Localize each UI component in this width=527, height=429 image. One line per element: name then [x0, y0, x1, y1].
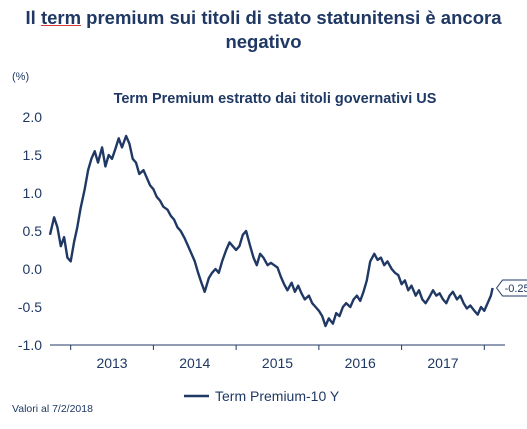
legend-label: Term Premium-10 Y	[215, 388, 340, 404]
y-axis-label: (%)	[12, 71, 29, 83]
headline-line-1: Il term premium sui titoli di stato stat…	[0, 6, 527, 30]
headline-underlined-word: term	[40, 7, 82, 28]
y-tick-label: -1.0	[18, 337, 42, 353]
footnote: Valori al 7/2/2018	[12, 403, 93, 415]
x-tick-label: 2014	[179, 355, 210, 371]
headline-line-2: negativo	[225, 31, 302, 52]
chart-title: Term Premium estratto dai titoli governa…	[114, 91, 437, 107]
y-tick-label: 2.0	[23, 109, 43, 125]
y-tick-label: 1.0	[23, 185, 43, 201]
y-tick-label: 1.5	[23, 147, 43, 163]
page-headline: Il term premium sui titoli di stato stat…	[0, 6, 527, 54]
y-tick-label: 0.5	[23, 223, 43, 239]
headline-text-before: Il	[25, 7, 41, 28]
series-line-term-premium	[48, 134, 494, 328]
legend: Term Premium-10 Y	[184, 388, 340, 404]
x-tick-label: 2013	[96, 355, 127, 371]
y-axis: 2.0 1.5 1.0 0.5 0.0 -0.5 -1.0	[18, 109, 42, 353]
x-tick-label: 2016	[345, 355, 376, 371]
y-tick-label: -0.5	[18, 299, 42, 315]
y-tick-label: 0.0	[23, 261, 43, 277]
x-axis: 2013 2014 2015 2016 2017	[50, 344, 505, 371]
headline-text-after: premium sui titoli di stato statunitensi…	[81, 7, 502, 28]
plot-area: -0.25%	[48, 134, 527, 328]
x-tick-label: 2015	[262, 355, 293, 371]
annotation-label: -0.25%	[505, 283, 527, 295]
annotation-callout	[495, 279, 527, 297]
x-tick-label: 2017	[427, 355, 458, 371]
